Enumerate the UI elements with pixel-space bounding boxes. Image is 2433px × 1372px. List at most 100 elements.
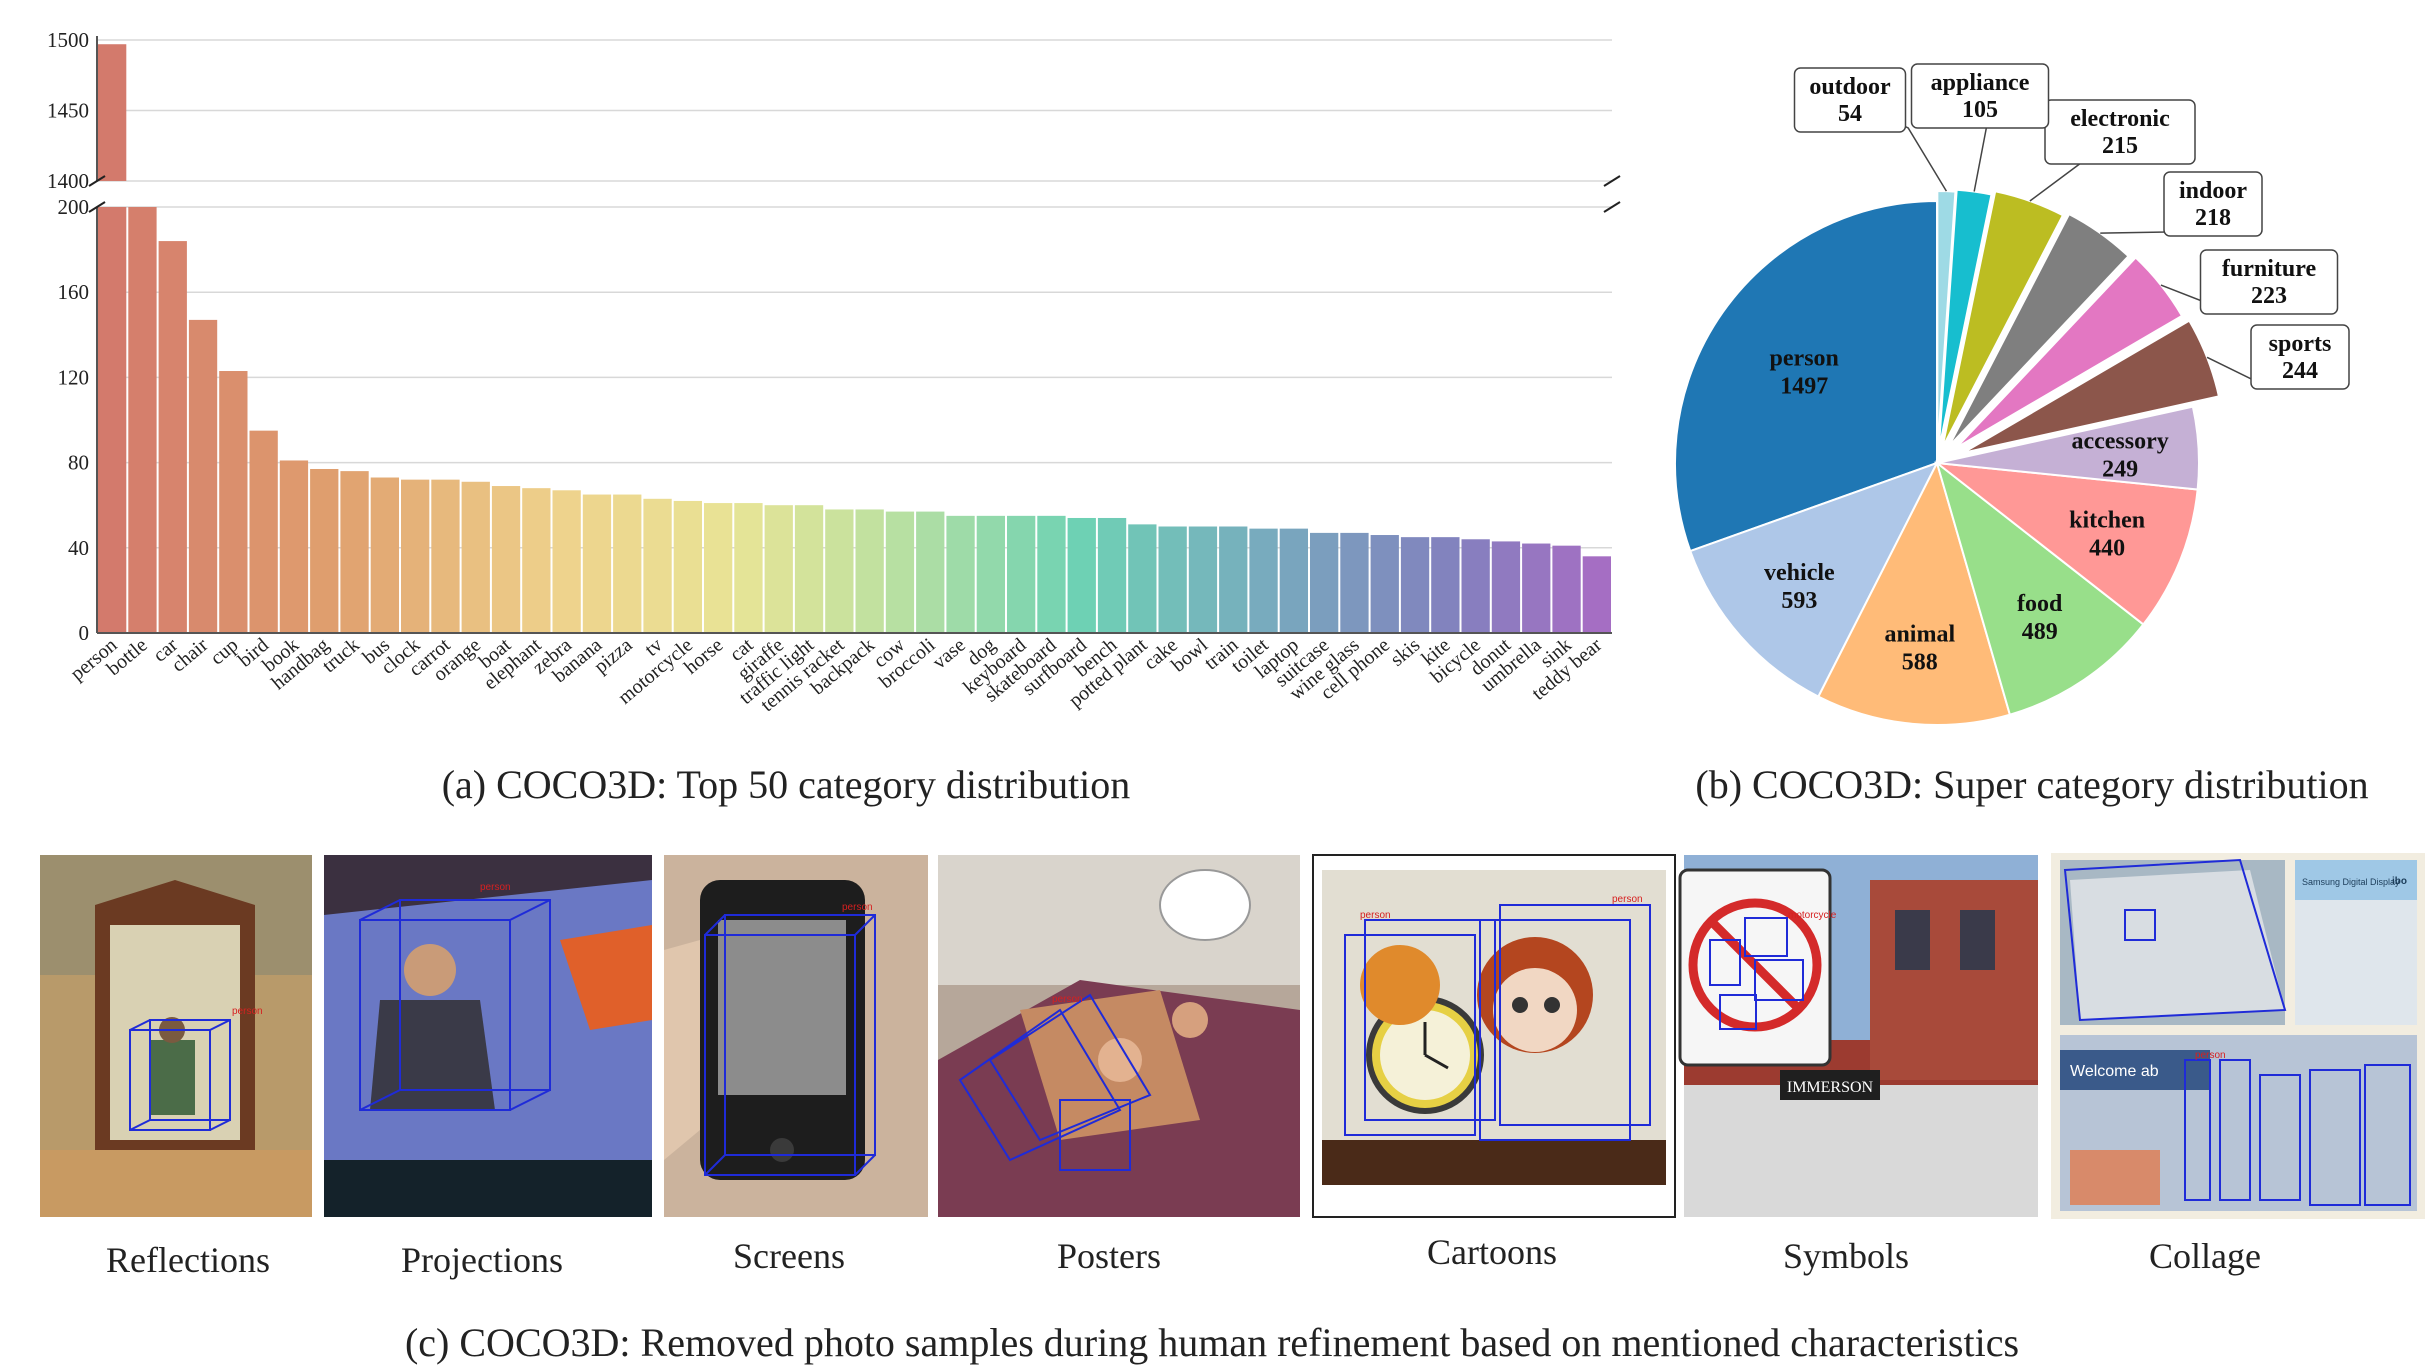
callout-label-sports: sports [2269, 331, 2332, 357]
bar-vase [946, 515, 975, 633]
sample-reflections: person [40, 855, 312, 1217]
bar-donut [1491, 541, 1521, 633]
pie-value-animal: 588 [1902, 650, 1938, 676]
y-tick-label-lower: 120 [58, 365, 90, 389]
bar-chart-caption: (a) COCO3D: Top 50 category distribution [442, 762, 1131, 807]
pie-chart-slices [1674, 188, 2221, 726]
bar-banana [582, 494, 612, 633]
bar-cat [734, 503, 763, 633]
bar-cell-phone [1370, 535, 1399, 633]
sample-label-cartoons: Cartoons [1427, 1232, 1557, 1272]
x-tick-label: chair [167, 634, 212, 677]
callout-box-indoor [2163, 171, 2263, 237]
overlay-person-label: person [2195, 1050, 2226, 1061]
pie-value-accessory: 249 [2102, 456, 2138, 482]
pie-label-accessory: accessory [2071, 428, 2168, 454]
y-tick-label-lower: 200 [58, 195, 90, 219]
x-tick-label: truck [318, 634, 364, 677]
bar-giraffe [764, 505, 793, 633]
bar-skis [1400, 537, 1430, 633]
bar-sink [1552, 545, 1581, 633]
bar-boat [491, 486, 521, 633]
bar-bowl [1188, 526, 1218, 633]
pie-label-animal: animal [1884, 622, 1955, 648]
bar-kite [1431, 537, 1460, 633]
bar-bench [1097, 517, 1127, 633]
pie-slice-person [1674, 199, 1938, 553]
bar-train [1219, 526, 1248, 633]
pie-label-person: person [1770, 345, 1839, 371]
pie-chart-caption: (b) COCO3D: Super category distribution [1695, 762, 2368, 807]
y-tick-label-lower: 0 [79, 621, 90, 645]
pie-label-vehicle: vehicle [1764, 560, 1835, 586]
overlay-person-label: person [1360, 910, 1391, 921]
bar-cake [1158, 526, 1187, 633]
bar-carrot [431, 479, 460, 633]
y-tick-label-lower: 40 [68, 536, 89, 560]
callout-label-indoor: indoor [2179, 178, 2247, 204]
bar-handbag [310, 468, 339, 633]
bar-toilet [1249, 528, 1278, 633]
pie-slice-animal [1817, 460, 2012, 726]
callout-box-furniture [2199, 249, 2339, 315]
bar-bird [249, 430, 278, 633]
bar-elephant [522, 488, 551, 633]
bar-traffic-light [794, 505, 824, 633]
bar-chart-bars [98, 44, 1611, 633]
bar-chart-axes [88, 36, 1621, 634]
bar-cow [885, 511, 915, 633]
sample-label-symbols: Symbols [1783, 1236, 1909, 1276]
bar-umbrella [1522, 543, 1551, 633]
sample-cartoons: person person [1312, 854, 1676, 1218]
sample-label-reflections: Reflections [106, 1240, 270, 1280]
callout-label-appliance: appliance [1931, 70, 2030, 96]
overlay-person-label: person [480, 882, 511, 893]
axis-break-mark [1603, 201, 1621, 213]
bar-dog [976, 515, 1005, 633]
sample-posters: person [938, 855, 1300, 1217]
callout-value-furniture: 223 [2251, 283, 2287, 309]
callout-value-outdoor: 54 [1838, 101, 1862, 127]
collage-banner-text: Welcome ab [2070, 1063, 2159, 1080]
sample-projections: person [324, 855, 652, 1217]
bar-cup [219, 371, 248, 633]
bar-chair [188, 319, 218, 633]
overlay-person-label: person [1612, 894, 1643, 905]
overlay-person-label: person [842, 902, 873, 913]
sample-label-screens: Screens [733, 1236, 845, 1276]
callout-box-outdoor [1793, 67, 1907, 133]
pie-value-vehicle: 593 [1781, 588, 1817, 614]
pie-slice-sports [1962, 319, 2221, 454]
bar-book [279, 460, 309, 633]
bar-orange [461, 481, 490, 633]
bar-bicycle [1461, 539, 1490, 633]
y-tick-label-upper: 1400 [47, 169, 89, 193]
pie-slice-outdoor [1936, 190, 1957, 454]
bar-pizza [613, 494, 642, 633]
callout-box-electronic [2044, 99, 2196, 165]
bar-upper-person [98, 44, 127, 182]
bar-teddy-bear [1582, 556, 1611, 633]
overlay-person-label: person [1052, 994, 1083, 1005]
store-sign-text: IMMERSON [1787, 1079, 1874, 1096]
callout-label-furniture: furniture [2222, 256, 2317, 282]
pie-slice-vehicle [1688, 461, 1940, 698]
bar-tv [643, 498, 672, 633]
callout-value-indoor: 218 [2195, 205, 2231, 231]
axis-break-mark [88, 201, 106, 213]
callout-value-electronic: 215 [2102, 133, 2138, 159]
sample-label-posters: Posters [1057, 1236, 1161, 1276]
pie-slice-accessory [1936, 405, 2200, 491]
pie-label-food: food [2017, 591, 2063, 617]
bar-chart-x-ticks: personbottlecarchaircupbirdbookhandbagtr… [66, 634, 1606, 717]
bar-zebra [552, 490, 581, 633]
axis-break-mark [1603, 175, 1621, 187]
y-tick-label-upper: 1450 [47, 99, 89, 123]
pie-slice-kitchen [1933, 461, 2199, 626]
callout-value-sports: 244 [2282, 358, 2318, 384]
